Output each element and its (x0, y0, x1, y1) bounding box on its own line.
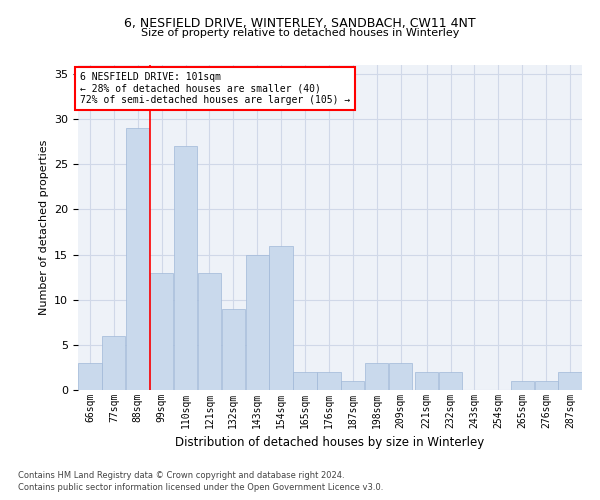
Text: 6, NESFIELD DRIVE, WINTERLEY, SANDBACH, CW11 4NT: 6, NESFIELD DRIVE, WINTERLEY, SANDBACH, … (124, 18, 476, 30)
Bar (293, 372, 317, 390)
Bar (245, 254, 269, 390)
Bar (511, 381, 534, 390)
Bar (174, 146, 197, 390)
Text: Contains public sector information licensed under the Open Government Licence v3: Contains public sector information licen… (18, 484, 383, 492)
Bar (102, 336, 125, 390)
Bar (198, 272, 221, 390)
Bar (150, 272, 173, 390)
Bar (222, 309, 245, 390)
Text: Contains HM Land Registry data © Crown copyright and database right 2024.: Contains HM Land Registry data © Crown c… (18, 471, 344, 480)
Text: 6 NESFIELD DRIVE: 101sqm
← 28% of detached houses are smaller (40)
72% of semi-d: 6 NESFIELD DRIVE: 101sqm ← 28% of detach… (80, 72, 350, 106)
Bar (341, 381, 364, 390)
Bar (389, 363, 412, 390)
Bar (365, 363, 388, 390)
Bar (559, 372, 581, 390)
Bar (79, 363, 101, 390)
Bar (317, 372, 341, 390)
Y-axis label: Number of detached properties: Number of detached properties (38, 140, 49, 315)
Bar (126, 128, 149, 390)
Bar (535, 381, 558, 390)
Text: Size of property relative to detached houses in Winterley: Size of property relative to detached ho… (141, 28, 459, 38)
Bar (415, 372, 438, 390)
Bar (439, 372, 462, 390)
Bar (269, 246, 293, 390)
X-axis label: Distribution of detached houses by size in Winterley: Distribution of detached houses by size … (175, 436, 485, 450)
